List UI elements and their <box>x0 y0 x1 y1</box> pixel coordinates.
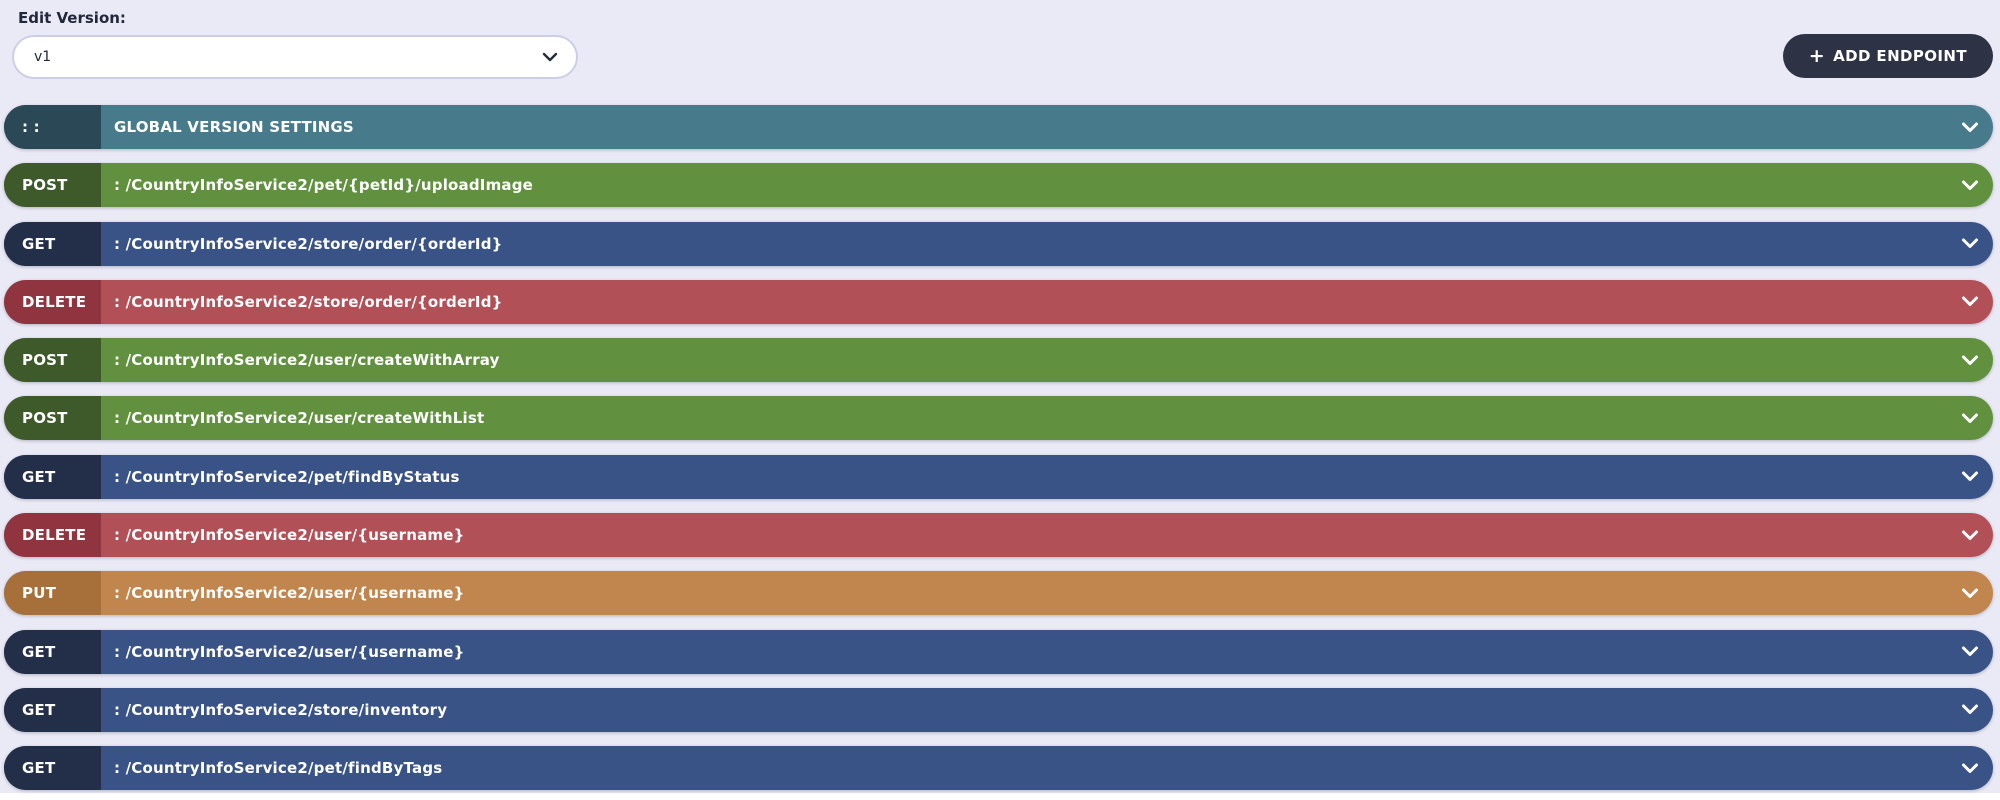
add-endpoint-button-label: ADD ENDPOINT <box>1833 47 1967 65</box>
header: Edit Version: v1 + ADD ENDPOINT <box>0 8 2000 79</box>
chevron-down-icon[interactable] <box>1961 530 1979 541</box>
endpoint-path: : /CountryInfoService2/pet/findByStatus <box>114 467 460 486</box>
endpoint-path: : /CountryInfoService2/store/inventory <box>114 700 448 719</box>
chevron-down-icon[interactable] <box>1961 704 1979 715</box>
chevron-down-icon[interactable] <box>1961 238 1979 249</box>
endpoint-row[interactable]: GET : /CountryInfoService2/user/{usernam… <box>4 629 1993 674</box>
chevron-down-icon[interactable] <box>1961 180 1979 191</box>
chevron-down-icon[interactable] <box>1961 646 1979 657</box>
endpoint-path: : /CountryInfoService2/user/{username} <box>114 526 465 545</box>
endpoint-row[interactable]: POST : /CountryInfoService2/user/createW… <box>4 396 1993 441</box>
drag-handle-icon: : : <box>4 105 101 149</box>
version-select-value: v1 <box>34 49 52 65</box>
method-badge: DELETE <box>4 513 101 558</box>
method-badge: PUT <box>4 571 101 616</box>
version-select[interactable]: v1 <box>12 35 578 79</box>
endpoint-row[interactable]: GET : /CountryInfoService2/store/order/{… <box>4 221 1993 266</box>
chevron-down-icon[interactable] <box>1961 355 1979 366</box>
chevron-down-icon[interactable] <box>1961 763 1979 774</box>
method-badge: GET <box>4 221 101 266</box>
method-badge: POST <box>4 338 101 383</box>
endpoint-path: : /CountryInfoService2/pet/{petId}/uploa… <box>114 176 534 195</box>
method-badge: GET <box>4 687 101 732</box>
method-badge: GET <box>4 629 101 674</box>
method-badge: POST <box>4 396 101 441</box>
chevron-down-icon[interactable] <box>1961 296 1979 307</box>
chevron-down-icon[interactable] <box>1961 588 1979 599</box>
method-badge: GET <box>4 454 101 499</box>
endpoint-path: : /CountryInfoService2/store/order/{orde… <box>114 292 503 311</box>
endpoint-row[interactable]: DELETE : /CountryInfoService2/user/{user… <box>4 513 1993 558</box>
chevron-down-icon[interactable] <box>1961 122 1979 133</box>
endpoint-path: : /CountryInfoService2/user/createWithLi… <box>114 409 485 428</box>
method-badge: DELETE <box>4 279 101 324</box>
endpoint-path: GLOBAL VERSION SETTINGS <box>114 118 354 136</box>
endpoint-row[interactable]: GET : /CountryInfoService2/pet/findByTag… <box>4 746 1993 791</box>
endpoint-path: : /CountryInfoService2/store/order/{orde… <box>114 234 503 253</box>
endpoint-row[interactable]: POST : /CountryInfoService2/pet/{petId}/… <box>4 163 1993 208</box>
endpoint-row[interactable]: DELETE : /CountryInfoService2/store/orde… <box>4 279 1993 324</box>
plus-icon: + <box>1808 44 1826 67</box>
method-badge: POST <box>4 163 101 208</box>
chevron-down-icon[interactable] <box>1961 413 1979 424</box>
endpoint-row[interactable]: POST : /CountryInfoService2/user/createW… <box>4 338 1993 383</box>
endpoint-path: : /CountryInfoService2/user/{username} <box>114 584 465 603</box>
global-version-settings-row[interactable]: : : GLOBAL VERSION SETTINGS <box>4 105 1993 149</box>
endpoint-list: : : GLOBAL VERSION SETTINGS POST : /Coun… <box>0 105 2000 791</box>
endpoint-path: : /CountryInfoService2/pet/findByTags <box>114 759 443 778</box>
chevron-down-icon <box>542 52 558 62</box>
endpoint-row[interactable]: GET : /CountryInfoService2/pet/findBySta… <box>4 454 1993 499</box>
method-badge: GET <box>4 746 101 791</box>
endpoint-path: : /CountryInfoService2/user/{username} <box>114 642 465 661</box>
endpoint-row[interactable]: GET : /CountryInfoService2/store/invento… <box>4 687 1993 732</box>
endpoint-path: : /CountryInfoService2/user/createWithAr… <box>114 351 500 370</box>
endpoint-row[interactable]: PUT : /CountryInfoService2/user/{usernam… <box>4 571 1993 616</box>
chevron-down-icon[interactable] <box>1961 471 1979 482</box>
add-endpoint-button[interactable]: + ADD ENDPOINT <box>1782 34 1993 78</box>
edit-version-label: Edit Version: <box>18 9 126 27</box>
